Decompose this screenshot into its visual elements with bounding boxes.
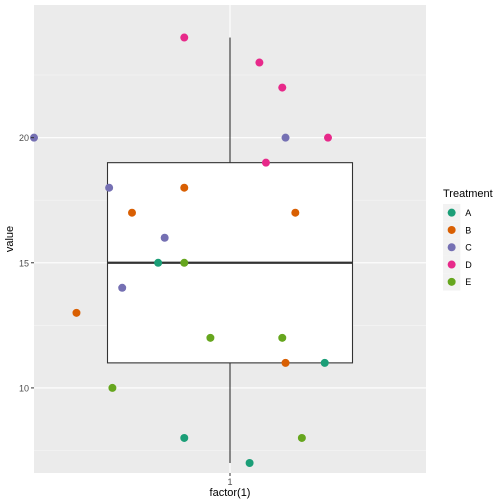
points bbox=[30, 33, 332, 467]
legend-label: B bbox=[465, 225, 471, 235]
data-point-c bbox=[105, 183, 114, 192]
x-axis-title: factor(1) bbox=[210, 487, 251, 499]
legend-key-a bbox=[447, 208, 456, 217]
data-point-d bbox=[324, 133, 332, 142]
data-point-b bbox=[281, 358, 290, 367]
legend-label: E bbox=[465, 277, 471, 287]
y-tick-label: 20 bbox=[19, 133, 29, 143]
data-point-a bbox=[245, 458, 254, 467]
data-point-e bbox=[180, 258, 189, 267]
y-axis-title: value bbox=[4, 226, 16, 252]
data-point-d bbox=[255, 58, 264, 67]
legend-key-d bbox=[447, 260, 456, 269]
data-point-b bbox=[72, 308, 81, 317]
data-point-c bbox=[118, 283, 127, 292]
legend-label: A bbox=[465, 208, 471, 218]
data-point-b bbox=[128, 208, 136, 217]
data-point-b bbox=[291, 208, 300, 217]
boxplot bbox=[106, 37, 354, 463]
x-tick-label: 1 bbox=[227, 477, 232, 487]
y-tick-label: 15 bbox=[19, 258, 29, 268]
data-point-a bbox=[320, 358, 329, 367]
data-point-d bbox=[278, 83, 287, 92]
legend-key-e bbox=[447, 277, 456, 286]
data-point-a bbox=[154, 258, 163, 267]
data-point-a bbox=[180, 433, 189, 442]
y-tick-label: 10 bbox=[19, 383, 29, 393]
data-point-b bbox=[180, 183, 189, 192]
legend-label: C bbox=[465, 243, 472, 253]
y-axis: 10 15 20 bbox=[19, 133, 34, 393]
data-point-d bbox=[180, 33, 189, 42]
data-point-c bbox=[160, 233, 169, 242]
data-point-c bbox=[281, 133, 290, 142]
data-point-e bbox=[297, 433, 306, 442]
data-point-e bbox=[206, 333, 215, 342]
x-axis: 1 bbox=[227, 473, 233, 487]
legend-title: Treatment bbox=[443, 188, 493, 200]
data-point-d bbox=[261, 158, 270, 167]
data-point-e bbox=[108, 383, 117, 392]
data-point-e bbox=[278, 333, 287, 342]
legend-key-b bbox=[447, 225, 456, 234]
legend-key-c bbox=[447, 243, 456, 252]
legend-label: D bbox=[465, 260, 472, 270]
